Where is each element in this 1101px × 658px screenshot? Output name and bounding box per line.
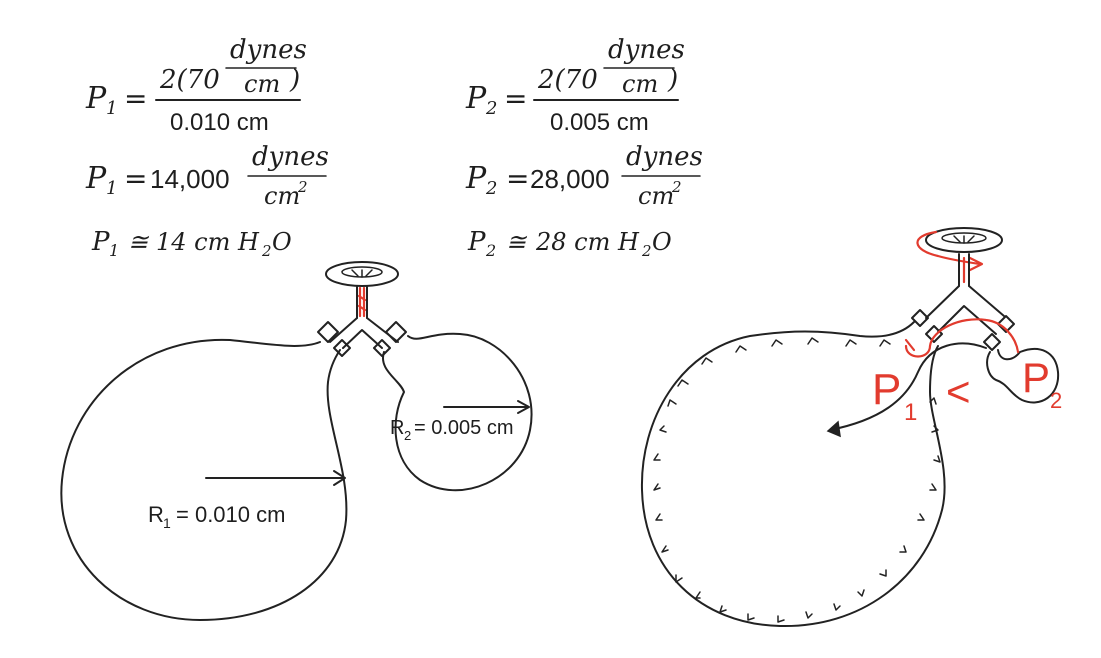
right-p2-symbol: P — [1022, 354, 1050, 401]
r1-symbol: R — [148, 502, 164, 527]
right-clamp-lower — [373, 339, 391, 357]
valve-closed-hatch — [357, 294, 367, 312]
left-clamp-upper — [317, 321, 339, 343]
left-clamp-lower — [333, 339, 351, 357]
right-p2-subscript: 2 — [1050, 388, 1062, 413]
p2-equals: = — [504, 82, 527, 115]
right-clamp-d — [983, 333, 1001, 351]
equation-p1-approx: P 1 ≅ 14 cm H 2 O — [91, 227, 292, 260]
p2-approx-symbol: P — [467, 227, 486, 257]
right-small-bubble-outline — [986, 347, 1060, 404]
p2-result-unit-exp: 2 — [671, 178, 682, 196]
p1-approx-sub: 2 — [261, 242, 272, 260]
p2-numerator-prefix: 2(70 — [537, 65, 598, 95]
p1-numerator-prefix: 2(70 — [159, 65, 220, 95]
p1-result-subscript: 1 — [106, 178, 117, 199]
right-junction-inner — [937, 305, 997, 335]
p2-denominator: 0.005 cm — [550, 109, 649, 136]
r2-symbol: R — [390, 417, 404, 439]
valve-rotation-arrow-head — [968, 256, 984, 272]
air-flow-arrow — [829, 342, 987, 431]
p1-result-unit-top: dynes — [252, 142, 329, 172]
equation-p1-result: P 1 = 14,000 dynes cm 2 — [85, 142, 329, 210]
valve-closed-marker — [358, 286, 366, 318]
left-bubble-system: R 1 = 0.010 cm R 2 = 0.005 cm — [60, 261, 533, 621]
right-p1-symbol: P — [872, 365, 901, 414]
p1-approx-tail: O — [272, 228, 292, 256]
right-valve-spokes — [953, 235, 975, 244]
p2-approx-subscript: 2 — [485, 241, 496, 260]
p1-result-equals: = — [124, 162, 147, 195]
p2-approx-value: 28 cm H — [535, 228, 640, 256]
p1-approx-sign: ≅ — [128, 228, 150, 256]
equation-p2-result: P 2 = 28,000 dynes cm 2 — [465, 142, 703, 210]
red-flow-annotation — [904, 318, 1020, 358]
right-junction-outer — [925, 285, 1005, 319]
inward-pressure-arrows — [653, 337, 941, 623]
p2-numerator-unit-top: dynes — [608, 35, 685, 65]
equation-p2-approx: P 2 ≅ 28 cm H 2 O — [467, 227, 672, 260]
p2-symbol: P — [465, 81, 487, 116]
right-bubble-system: P 1 < P 2 — [640, 227, 1062, 628]
valve-rotation-arrow — [916, 230, 982, 266]
r1-arrow-head — [333, 470, 346, 486]
p1-approx-value: 14 cm H — [156, 228, 260, 256]
p1-subscript: 1 — [106, 98, 117, 119]
p1-denominator: 0.010 cm — [170, 109, 269, 136]
r1-subscript: 1 — [163, 515, 171, 531]
less-than-sign: < — [946, 368, 971, 415]
p1-approx-subscript: 1 — [109, 241, 119, 260]
right-p1-subscript: 1 — [904, 399, 917, 426]
p2-result-subscript: 2 — [485, 178, 497, 199]
right-valve-wheel-icon — [925, 227, 1003, 253]
p1-equals: = — [124, 82, 147, 115]
p2-result-value: 28,000 — [530, 164, 610, 194]
r2-value: = 0.005 cm — [414, 417, 514, 439]
p2-numerator-unit-bottom: cm — [622, 70, 658, 98]
r1-value: = 0.010 cm — [176, 502, 285, 527]
right-clamp-b — [925, 325, 943, 343]
r2-arrow-head — [517, 400, 530, 414]
p2-approx-tail: O — [652, 228, 672, 256]
p1-numerator-unit-bottom: cm — [244, 70, 280, 98]
p1-numerator-suffix: ) — [289, 65, 300, 95]
p1-result-value: 14,000 — [150, 164, 230, 194]
p2-result-symbol: P — [465, 161, 487, 196]
p2-result-unit-bottom: cm — [638, 182, 674, 210]
p2-subscript: 2 — [485, 98, 497, 119]
p2-approx-sub: 2 — [641, 242, 652, 260]
r2-subscript: 2 — [404, 428, 411, 443]
valve-stem — [356, 285, 368, 319]
right-valve-stem — [958, 253, 970, 287]
right-clamp-upper — [385, 321, 407, 343]
right-clamp-c — [997, 315, 1015, 333]
junction-inner — [342, 329, 383, 349]
p1-approx-symbol: P — [91, 227, 110, 257]
p2-numerator-suffix: ) — [667, 65, 678, 95]
p2-result-unit-top: dynes — [626, 142, 703, 172]
p1-symbol: P — [85, 81, 107, 116]
air-flow-arrow-head — [826, 420, 841, 438]
right-large-bubble-outline — [640, 321, 946, 628]
p2-result-equals: = — [506, 162, 529, 195]
p2-approx-sign: ≅ — [506, 228, 528, 256]
p1-numerator-unit-top: dynes — [230, 35, 307, 65]
valve-wheel-icon — [325, 261, 399, 287]
right-clamp-a — [911, 309, 929, 327]
red-flow-annotation-tip — [904, 338, 916, 352]
p1-result-unit-bottom: cm — [264, 182, 300, 210]
equation-p2-fraction: P 2 = 2(70 dynes cm ) 0.005 cm — [465, 35, 685, 136]
p1-result-symbol: P — [85, 161, 107, 196]
p1-result-unit-exp: 2 — [297, 178, 308, 196]
equation-p1-fraction: P 1 = 2(70 dynes cm ) 0.010 cm — [85, 35, 307, 136]
large-bubble-outline — [60, 338, 348, 621]
small-bubble-outline — [381, 332, 533, 492]
valve-spokes — [351, 269, 373, 278]
